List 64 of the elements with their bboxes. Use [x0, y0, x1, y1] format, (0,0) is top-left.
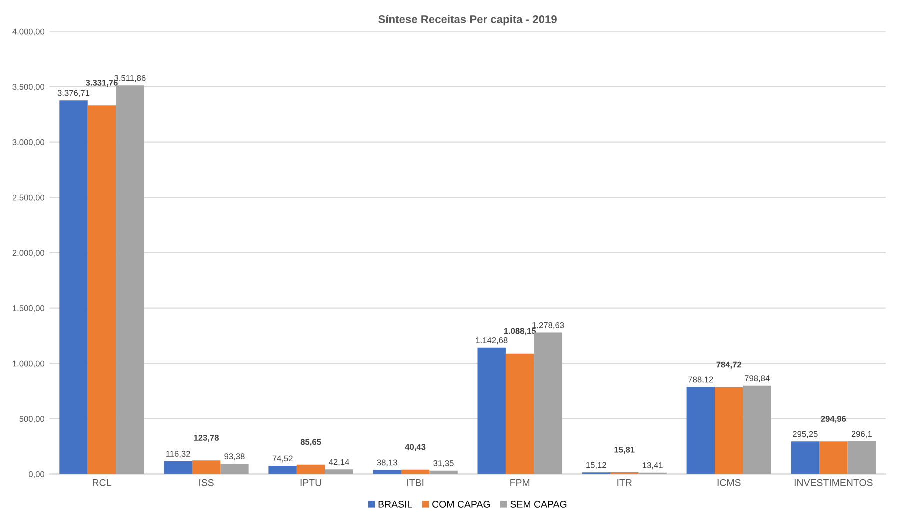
data-label: 15,12: [586, 462, 606, 470]
x-tick-label: ITBI: [408, 480, 424, 486]
data-label: 1.142,68: [476, 338, 508, 344]
x-tick-label: INVESTIMENTOS: [794, 479, 873, 486]
data-label: 15,81: [614, 446, 635, 454]
data-label: 13,41: [643, 462, 663, 470]
y-tick-label: 4.000,00: [12, 28, 45, 36]
y-tick-label: 0,00: [28, 472, 45, 478]
data-label: 38,13: [377, 460, 398, 467]
data-label: 798,84: [745, 376, 770, 382]
y-tick-label: 2.000,00: [12, 250, 45, 258]
y-tick-label: 1.000,00: [13, 360, 45, 368]
x-tick-label: FPM: [510, 480, 530, 486]
data-label: 784,72: [716, 362, 742, 369]
data-label: 3.376,71: [58, 90, 90, 98]
data-label: 296,1: [852, 431, 872, 438]
x-tick-label: RCL: [93, 479, 112, 486]
bar: [791, 442, 820, 474]
data-label: 74,52: [272, 456, 293, 463]
x-tick-label: ICMS: [718, 479, 741, 486]
data-label: 93,38: [224, 454, 245, 461]
data-label: 123,78: [194, 435, 219, 442]
bar: [743, 386, 772, 474]
chart-title: Síntese Receitas Per capita - 2019: [378, 15, 557, 26]
data-label: 40,43: [405, 444, 426, 452]
bar: [820, 442, 848, 474]
data-label: 1.278,63: [532, 322, 564, 330]
y-tick-label: 2.500,00: [12, 194, 45, 202]
bar: [192, 460, 221, 474]
bar: [506, 354, 534, 474]
bar: [373, 470, 402, 474]
data-label: 3.331,76: [86, 80, 118, 88]
data-label: 294,96: [821, 416, 846, 424]
data-label: 1.088,15: [504, 328, 536, 336]
data-label: 31,35: [434, 460, 454, 468]
y-tick-label: 3.000,00: [12, 139, 45, 146]
bar: [478, 348, 506, 474]
bar: [534, 332, 562, 474]
bar: [715, 387, 744, 474]
legend-label: COM CAPAG: [432, 501, 490, 508]
x-tick-label: ISS: [200, 479, 214, 486]
data-label: 42,14: [329, 459, 350, 466]
data-label: 295,25: [793, 431, 818, 438]
data-label: 3.511,86: [114, 75, 146, 82]
legend-label: SEM CAPAG: [510, 501, 567, 508]
legend-label: BRASIL: [378, 501, 412, 508]
bar: [116, 86, 144, 474]
bar: [60, 100, 88, 474]
bar: [268, 466, 297, 474]
data-label: 85,65: [300, 439, 322, 446]
bar: [296, 464, 326, 474]
bar: [686, 387, 716, 474]
y-tick-label: 500,00: [20, 416, 45, 424]
bar: [220, 464, 249, 474]
bar: [848, 442, 876, 474]
bar: [325, 470, 354, 474]
bar: [88, 106, 116, 474]
y-tick-label: 1.500,00: [13, 305, 45, 312]
bar: [164, 461, 192, 474]
x-tick-label: ITR: [618, 480, 632, 486]
x-tick-label: IPTU: [300, 480, 322, 486]
y-tick-label: 3.500,00: [12, 84, 45, 92]
data-label: 788,12: [688, 376, 714, 384]
data-label: 116,32: [166, 451, 190, 458]
